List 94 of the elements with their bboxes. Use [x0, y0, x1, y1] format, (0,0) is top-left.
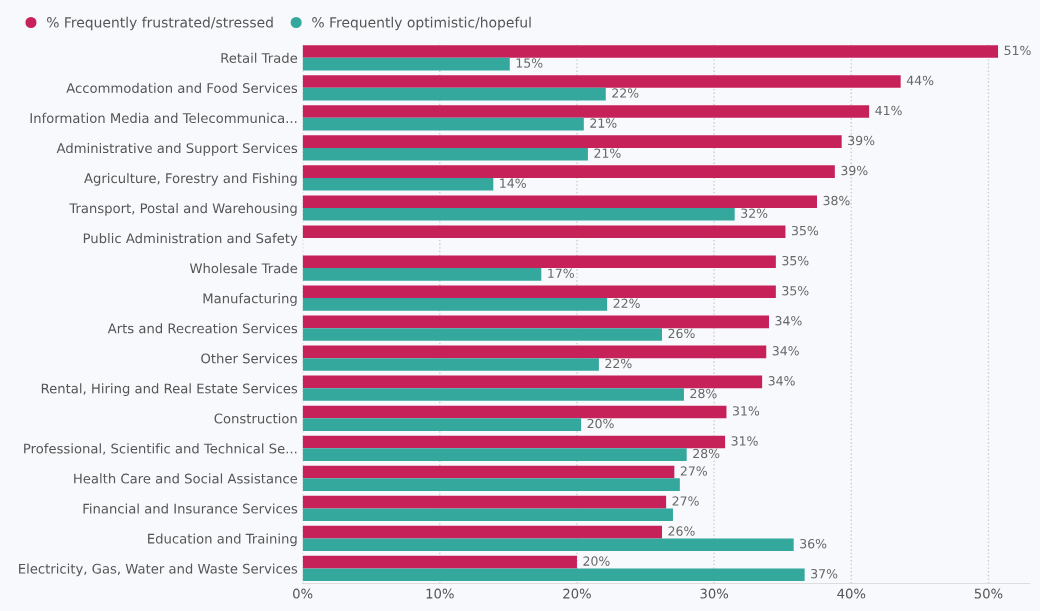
data-label: 39% [848, 135, 875, 146]
bar [302, 75, 901, 88]
bar [302, 87, 606, 101]
data-label: 35% [782, 255, 809, 266]
y-tick-label: Professional, Scientific and Technical Se... [24, 443, 297, 455]
bar [302, 508, 673, 522]
data-label: 21% [590, 118, 617, 128]
bar [302, 177, 494, 191]
data-label: 28% [690, 388, 717, 399]
y-tick-label: Public Administration and Safety [83, 233, 298, 246]
legend-label: % Frequently optimistic/hopeful [312, 16, 531, 31]
data-label: 35% [791, 225, 819, 236]
legend-label: % Frequently frustrated/stressed [47, 16, 273, 31]
data-label: 14% [500, 178, 526, 188]
y-tick-label: Electricity, Gas, Water and Waste Services [19, 563, 298, 577]
y-tick-label: Health Care and Social Assistance [74, 473, 298, 484]
data-label: 21% [594, 148, 621, 158]
bar [302, 418, 582, 431]
y-tick-label: Arts and Recreation Services [107, 323, 298, 334]
x-tick-label: 50% [974, 588, 1003, 599]
data-label: 34% [775, 316, 802, 326]
y-tick-label: Rental, Hiring and Real Estate Services [41, 383, 298, 396]
bar [302, 207, 735, 221]
x-tick-label: 40% [837, 588, 866, 599]
bar [302, 375, 763, 389]
data-label: 39% [841, 165, 868, 176]
data-label: 32% [741, 208, 768, 218]
data-label: 35% [782, 285, 809, 296]
bar [302, 525, 663, 539]
data-label: 44% [906, 75, 934, 86]
data-label: 26% [668, 328, 695, 339]
y-tick-label: Financial and Insurance Services [83, 503, 298, 514]
data-label: 22% [613, 298, 640, 309]
bar [302, 135, 842, 148]
bar [302, 495, 667, 509]
data-label: 20% [587, 418, 614, 429]
x-tick-label: 20% [563, 588, 591, 599]
data-label: 31% [732, 406, 760, 416]
data-label: 27% [672, 496, 699, 506]
x-tick-label: 0% [293, 588, 313, 599]
bar [302, 345, 767, 359]
y-tick-label: Other Services [201, 353, 298, 364]
bar [302, 478, 680, 491]
y-tick-label: Information Media and Telecommunica... [30, 112, 297, 124]
bar [302, 328, 663, 341]
data-label: 22% [612, 88, 639, 98]
bar [302, 555, 577, 569]
bar [302, 358, 599, 371]
bar [302, 298, 608, 311]
data-label: 28% [693, 448, 720, 459]
bar [302, 165, 835, 178]
bar [302, 105, 870, 118]
bar [302, 465, 675, 479]
y-tick-label: Agriculture, Forestry and Fishing [84, 172, 297, 186]
bar [302, 315, 769, 329]
bar [302, 435, 726, 449]
data-label: 34% [772, 346, 799, 356]
y-tick-label: Accommodation and Food Services [66, 82, 298, 94]
bar [302, 568, 805, 582]
data-label: 37% [811, 568, 838, 579]
data-label: 34% [768, 376, 795, 386]
bar [302, 268, 542, 281]
bar [302, 225, 786, 239]
data-label: 51% [1004, 45, 1031, 56]
bar [302, 45, 999, 58]
bar [302, 538, 794, 552]
data-label: 38% [823, 195, 850, 206]
data-label: 15% [516, 58, 543, 68]
data-label: 26% [668, 526, 695, 536]
bar [302, 195, 817, 208]
data-label: 27% [680, 466, 707, 476]
data-label: 41% [875, 105, 902, 116]
y-tick-label: Education and Training [148, 533, 297, 547]
data-label: 17% [548, 268, 574, 279]
bar [302, 448, 687, 461]
bar [302, 388, 684, 401]
bar [302, 57, 510, 71]
y-tick-label: Transport, Postal and Warehousing [69, 202, 297, 216]
data-label: 22% [605, 358, 632, 369]
data-label: 20% [583, 556, 610, 566]
y-tick-label: Retail Trade [221, 52, 298, 63]
bar [302, 117, 584, 131]
bar [302, 405, 727, 419]
data-label: 31% [731, 436, 758, 446]
y-tick-label: Wholesale Trade [189, 263, 298, 274]
x-tick-label: 10% [426, 588, 454, 599]
bar [302, 285, 776, 299]
x-tick-label: 30% [700, 588, 729, 599]
bar [302, 255, 776, 269]
bar [302, 147, 588, 161]
y-tick-label: Manufacturing [203, 293, 297, 306]
y-tick-label: Administrative and Support Services [56, 142, 298, 156]
y-tick-label: Construction [214, 413, 297, 424]
data-label: 36% [800, 538, 827, 549]
